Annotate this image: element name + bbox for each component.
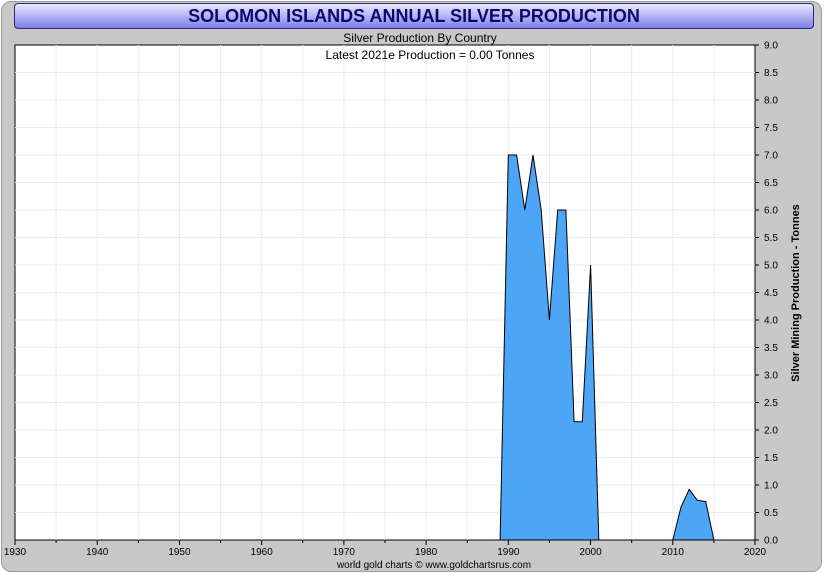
x-tick-label: 1990 [497, 547, 520, 558]
y-tick-label: 8.5 [764, 68, 778, 79]
x-tick-label: 1940 [86, 547, 109, 558]
x-axis: 1930 1940 1950 1960 1970 1980 1990 2000 2010 2020 [4, 540, 767, 558]
y-tick-label: 4.5 [764, 288, 778, 299]
y-tick-label: 3.5 [764, 343, 778, 354]
y-tick-label: 0.0 [764, 536, 778, 547]
y-tick-label: 4.0 [764, 316, 778, 327]
y-tick-label: 6.0 [764, 206, 778, 217]
chart-subtitle: Silver Production By Country [343, 31, 496, 45]
y-tick-label: 2.5 [764, 398, 778, 409]
y-tick-label: 1.5 [764, 453, 778, 464]
y-tick-label: 1.0 [764, 481, 778, 492]
y-tick-label: 5.5 [764, 233, 778, 244]
x-tick-label: 1950 [168, 547, 191, 558]
chart-footer: world gold charts © www.goldchartsrus.co… [336, 560, 531, 571]
x-tick-label: 2000 [579, 547, 602, 558]
y-axis: 0.0 0.5 1.0 1.5 2.0 2.5 3.0 3.5 4.0 4.5 5.0 5.5 6.0 6… [755, 41, 778, 547]
x-tick-label: 2010 [662, 547, 685, 558]
chart-title: SOLOMON ISLANDS ANNUAL SILVER PRODUCTION [14, 3, 814, 29]
y-tick-label: 2.0 [764, 426, 778, 437]
x-tick-label: 1970 [333, 547, 356, 558]
area-path [499, 154, 715, 541]
x-tick-label: 1960 [251, 547, 274, 558]
y-tick-label: 6.5 [764, 178, 778, 189]
y-tick-label: 7.5 [764, 123, 778, 134]
y-tick-label: 7.0 [764, 151, 778, 162]
x-tick-label: 1930 [4, 547, 27, 558]
chart-annotation: Latest 2021e Production = 0.00 Tonnes [326, 48, 535, 62]
x-tick-label: 2020 [744, 547, 767, 558]
y-axis-label: Silver Mining Production - Tonnes [790, 204, 802, 382]
y-tick-label: 0.5 [764, 508, 778, 519]
y-tick-label: 8.0 [764, 96, 778, 107]
grid-lines [15, 45, 755, 540]
area-series [499, 154, 715, 541]
x-tick-label: 1980 [415, 547, 438, 558]
y-tick-label: 3.0 [764, 371, 778, 382]
y-tick-label: 5.0 [764, 261, 778, 272]
y-tick-label: 9.0 [764, 41, 778, 52]
